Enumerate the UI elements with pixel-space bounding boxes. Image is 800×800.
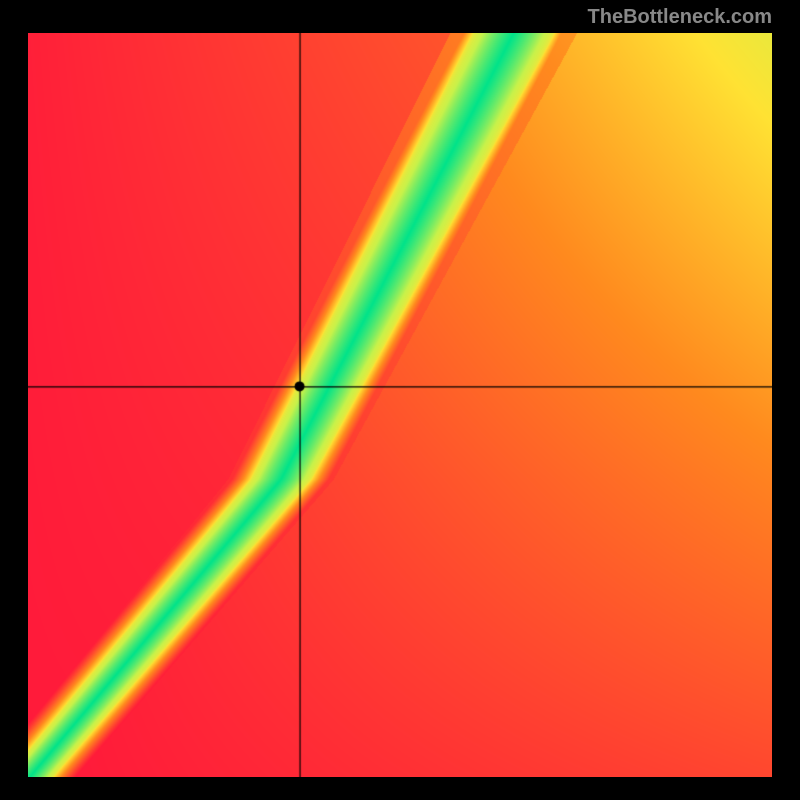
chart-container: { "watermark": { "text": "TheBottleneck.… bbox=[0, 0, 800, 800]
watermark-text: TheBottleneck.com bbox=[588, 6, 772, 29]
heatmap-canvas bbox=[28, 33, 772, 777]
plot-area bbox=[28, 33, 772, 777]
